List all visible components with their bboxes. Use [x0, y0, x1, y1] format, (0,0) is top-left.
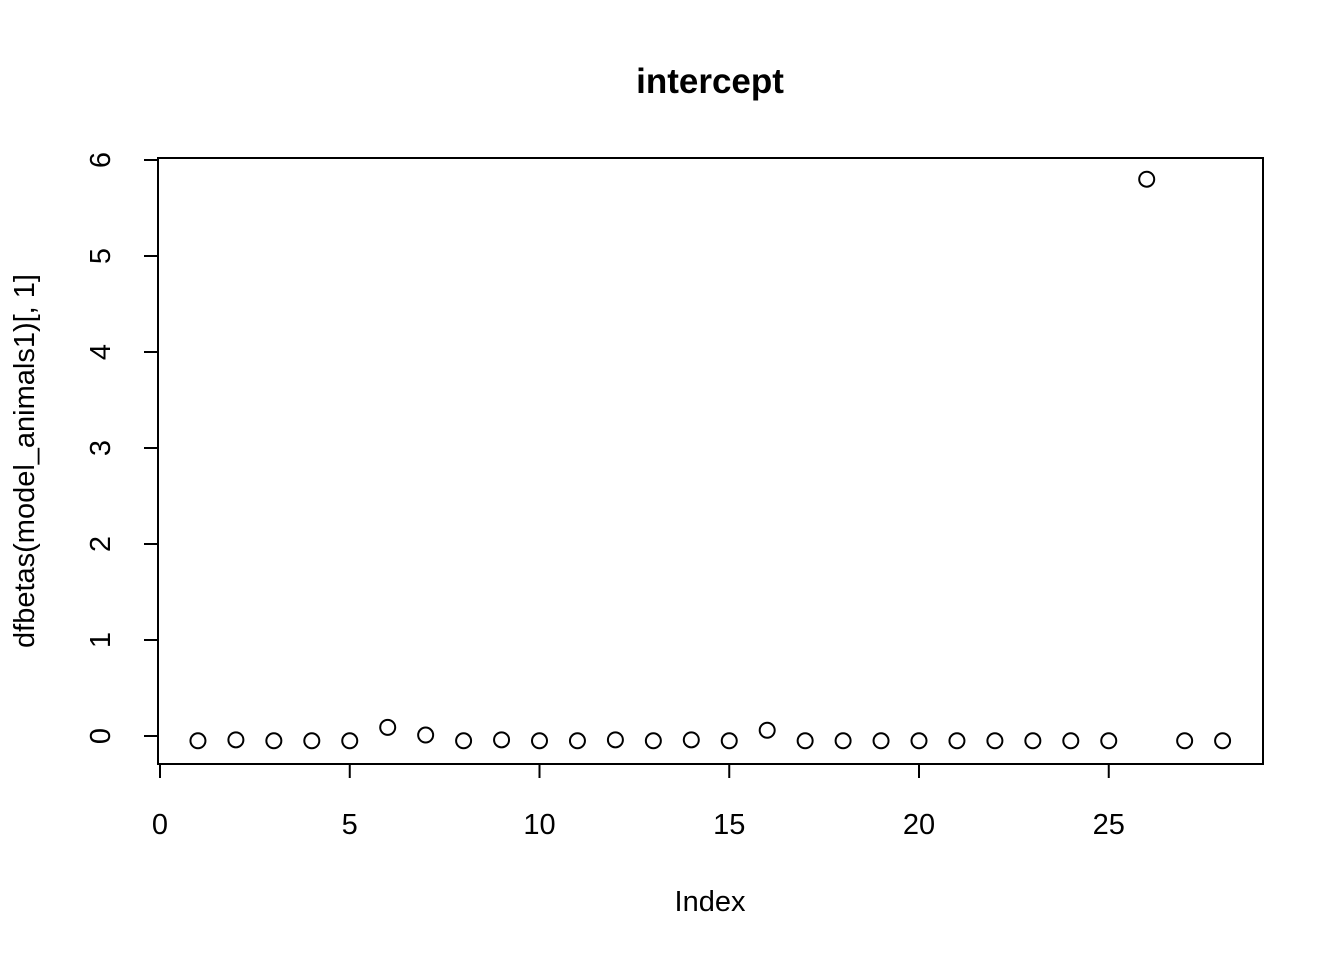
data-point	[379, 718, 397, 736]
chart-title: intercept	[636, 62, 784, 101]
data-point	[872, 732, 890, 750]
data-point	[1138, 170, 1156, 188]
data-point	[227, 731, 245, 749]
data-point	[948, 732, 966, 750]
data-point	[606, 731, 624, 749]
data-point	[1176, 732, 1194, 750]
data-point	[568, 732, 586, 750]
data-point	[189, 732, 207, 750]
data-point	[644, 732, 662, 750]
y-tick-label: 1	[85, 632, 117, 648]
data-point	[796, 732, 814, 750]
data-point	[986, 732, 1004, 750]
data-points	[189, 170, 1232, 750]
y-tick-label: 6	[85, 152, 117, 168]
data-point	[493, 731, 511, 749]
data-point	[341, 732, 359, 750]
y-tick-label: 5	[85, 248, 117, 264]
y-tick-label: 2	[85, 536, 117, 552]
data-point	[531, 732, 548, 750]
y-tick-label: 0	[85, 728, 117, 744]
data-point	[758, 721, 776, 739]
x-tick-label: 15	[713, 809, 745, 841]
x-tick-label: 5	[342, 809, 358, 841]
x-axis-label: Index	[675, 886, 746, 918]
x-tick-label: 25	[1093, 809, 1125, 841]
plot-frame	[157, 157, 1264, 765]
x-tick-label: 10	[523, 809, 555, 841]
y-axis: 0 1 2 3 4 5 6	[85, 152, 159, 744]
data-point	[1100, 732, 1118, 750]
data-point	[1214, 732, 1232, 750]
x-tick-label: 0	[152, 809, 168, 841]
data-point	[910, 732, 928, 750]
x-tick-label: 20	[903, 809, 935, 841]
data-point	[720, 732, 738, 750]
data-point	[455, 732, 473, 750]
data-point	[682, 731, 700, 749]
x-axis: 0 5 10 15 20 25	[152, 763, 1125, 841]
y-tick-label: 4	[85, 344, 117, 360]
data-point	[1024, 732, 1042, 750]
y-tick-label: 3	[85, 440, 117, 456]
data-point	[265, 732, 283, 750]
data-point	[417, 726, 435, 744]
y-axis-label: dfbetas(model_animals1)[, 1]	[9, 274, 41, 648]
data-point	[303, 732, 321, 750]
data-point	[1062, 732, 1080, 750]
data-point	[834, 732, 852, 750]
